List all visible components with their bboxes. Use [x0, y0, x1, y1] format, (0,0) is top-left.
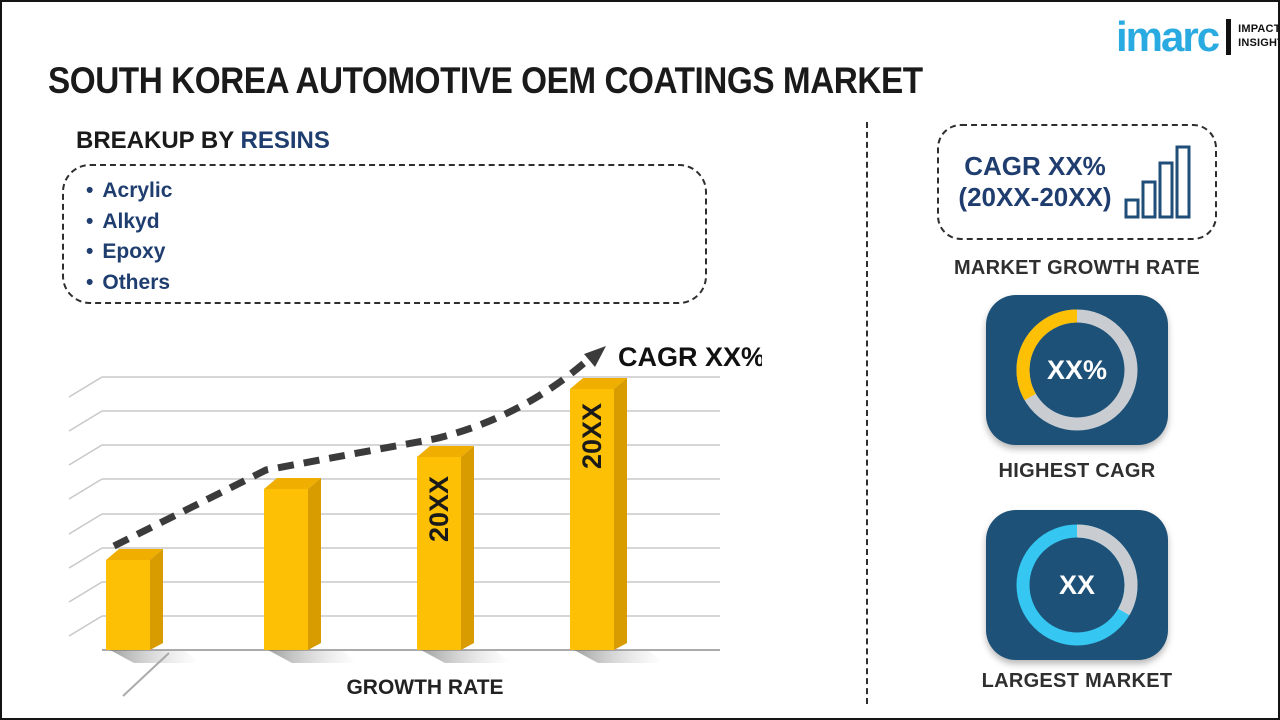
resin-item-others: Others [86, 268, 172, 299]
resin-list: Acrylic Alkyd Epoxy Others [86, 176, 172, 298]
logo-tagline-line1: IMPACTFUL [1238, 23, 1280, 36]
bar-shadows [110, 650, 664, 663]
bar-year2 [264, 478, 321, 650]
section-divider [866, 122, 868, 704]
cagr-trend-arrowhead [584, 346, 606, 367]
resin-item-acrylic: Acrylic [86, 176, 172, 207]
largest-market-caption: LARGEST MARKET [981, 670, 1173, 692]
largest-market-donut: XX [1016, 524, 1138, 646]
bar-year3: 20XX [417, 446, 474, 650]
breakup-heading-highlight: RESINS [240, 127, 330, 154]
bar-year4-label: 20XX [577, 403, 607, 469]
bar-chart-icon [1124, 145, 1191, 219]
chart-x-axis-label: GROWTH RATE [346, 676, 503, 699]
highest-cagr-caption: HIGHEST CAGR [998, 460, 1156, 482]
resin-item-alkyd: Alkyd [86, 207, 172, 238]
cagr-value-line: CAGR XX% [964, 150, 1106, 181]
imarc-logo: imarc IMPACTFUL INSIGHTS [1116, 13, 1280, 60]
cagr-trend-label: CAGR XX% [618, 342, 762, 372]
logo-tagline: IMPACTFUL INSIGHTS [1238, 23, 1280, 51]
imarc-logo-wordmark: imarc [1116, 13, 1220, 60]
highest-cagr-value: XX% [1047, 355, 1107, 385]
bar-year4: 20XX [570, 378, 627, 650]
bar-year1 [106, 549, 163, 650]
bar-year3-label: 20XX [424, 476, 454, 542]
breakup-heading: BREAKUP BY RESINS [76, 127, 330, 155]
logo-divider [1226, 19, 1232, 55]
cagr-period-text: CAGR XX% (20XX-20XX) [958, 151, 1111, 213]
growth-rate-chart-svg: 20XX 20XX CAGR XX% GROWTH RATE [68, 342, 765, 699]
breakup-resins-box: Acrylic Alkyd Epoxy Others [62, 164, 707, 304]
resin-item-epoxy: Epoxy [86, 237, 172, 268]
highest-cagr-donut: XX% [1016, 309, 1138, 431]
largest-market-value: XX [1059, 570, 1095, 600]
largest-market-card: XX [986, 510, 1168, 660]
highest-cagr-card: XX% [986, 295, 1168, 445]
breakup-heading-prefix: BREAKUP BY [76, 127, 241, 154]
market-growth-rate-caption: MARKET GROWTH RATE [953, 257, 1201, 279]
growth-rate-chart: 20XX 20XX CAGR XX% GROWTH RATE [42, 332, 765, 712]
logo-tagline-line2: INSIGHTS [1238, 37, 1278, 49]
cagr-period-line: (20XX-20XX) [958, 182, 1112, 212]
cagr-trend-line [112, 355, 593, 550]
market-growth-rate-box: CAGR XX% (20XX-20XX) [937, 124, 1217, 240]
page-title: SOUTH KOREA AUTOMOTIVE OEM COATINGS MARK… [48, 60, 923, 101]
